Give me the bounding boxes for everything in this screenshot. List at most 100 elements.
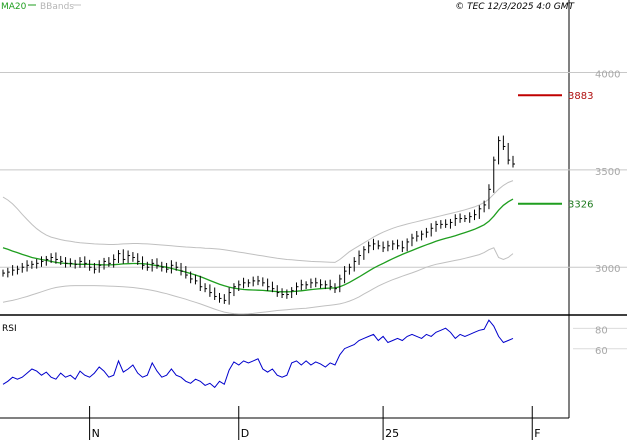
price-bar [445,219,448,228]
price-bar [103,257,107,270]
price-bar [170,260,174,274]
price-bar [137,253,140,265]
price-bar [190,271,193,284]
price-bar [79,257,82,268]
price-bar [464,215,467,223]
price-bar [151,259,155,272]
price-bar [12,265,15,276]
price-bar [228,287,232,305]
price-bar [286,289,289,299]
price-bar [122,249,126,264]
price-bar [454,214,458,226]
price-bar [65,257,68,268]
price-bar [406,238,410,252]
price-bar [382,241,386,253]
price-bars [2,135,515,305]
support-level-label: 3326 [568,200,593,211]
price-bar [267,278,270,292]
price-bar [2,269,5,277]
price-bar [60,255,63,265]
price-bar [194,274,198,285]
price-bar [315,277,318,288]
rsi-y-tick-60: 60 [595,346,608,357]
price-bar [113,254,116,268]
rsi-y-tick-80: 80 [595,325,608,336]
price-bar [401,240,405,253]
ma20-series [2,198,514,293]
x-tick-label-N: N [92,427,100,440]
price-bar [387,240,390,252]
price-bar [89,259,92,271]
price-bar [300,279,304,291]
price-bar [502,135,506,150]
x-tick-label-25: 25 [385,427,399,440]
price-bar [339,274,342,293]
copyright-timestamp: © TEC 12/3/2025 4:0 GMT [455,2,575,12]
price-bar [372,238,376,251]
price-bar [324,280,328,290]
price-bar [55,252,58,264]
price-bar [488,184,491,210]
chart-frame [0,0,627,419]
price-bar [31,260,34,269]
price-bar [469,212,472,223]
price-bar [219,292,222,303]
price-bar [161,261,164,272]
price-bar [243,277,246,289]
price-y-tick-3500: 3500 [595,167,620,178]
rsi-label: RSI [2,324,17,334]
price-bar [334,283,337,293]
price-bar [74,259,78,269]
price-bar [348,263,352,275]
price-bar [507,142,511,165]
price-bar [397,239,400,250]
ma20-line [2,198,514,293]
price-bar [392,240,395,251]
legend-ma20: MA20 [1,2,27,12]
price-bar [223,294,227,304]
price-bar [493,156,496,193]
price-bar [247,279,251,288]
price-bar [21,262,25,273]
price-bar [50,253,54,263]
price-bar [474,209,477,221]
price-bar [271,281,275,293]
price-bar [498,136,501,165]
price-bar [146,261,150,271]
price-bar [411,233,414,247]
price-bar [166,262,169,273]
price-bar [40,256,44,267]
price-bar [459,213,463,223]
bband-upper-line [2,180,514,263]
price-bar [305,281,309,290]
x-tick-label-D: D [241,427,249,440]
price-bar [276,285,280,297]
resistance-level-label: 3883 [568,91,593,102]
price-bar [98,260,102,273]
price-bar [156,258,159,269]
price-y-tick-3000: 3000 [595,264,620,275]
price-bar [310,278,313,289]
price-bar [295,282,299,295]
price-bar [358,250,362,265]
price-bar [7,267,10,278]
price-bar [257,275,260,286]
price-bar [238,280,241,292]
price-bar [281,288,285,299]
price-bar [45,255,49,266]
price-bar [353,257,357,272]
price-bar [84,256,87,268]
price-bar [142,256,145,270]
price-bar [127,250,131,263]
price-bar [132,252,135,262]
rsi-series [2,319,514,389]
price-bar [262,277,265,287]
price-bar [344,266,347,284]
price-bar [209,284,212,297]
price-bar [368,241,371,254]
price-bar [421,230,424,241]
legend-bbands: BBands [40,2,74,12]
price-bar [233,283,236,297]
